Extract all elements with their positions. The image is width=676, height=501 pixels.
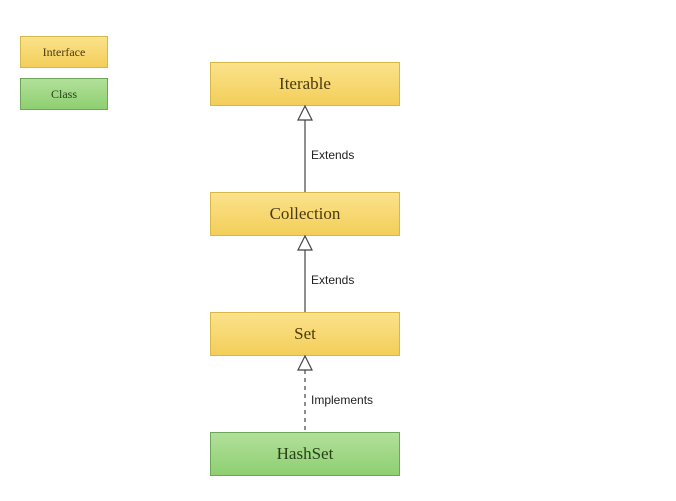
- node-hashset: HashSet: [210, 432, 400, 476]
- node-collection: Collection: [210, 192, 400, 236]
- legend-class: Class: [20, 78, 108, 110]
- edge-label-collection-iterable: Extends: [311, 148, 354, 162]
- edge-label-hashset-set: Implements: [311, 393, 373, 407]
- node-label-collection: Collection: [270, 204, 341, 224]
- node-label-set: Set: [294, 324, 316, 344]
- node-label-hashset: HashSet: [277, 444, 334, 464]
- legend: Interface Class: [20, 36, 108, 120]
- legend-interface-label: Interface: [43, 45, 86, 60]
- node-iterable: Iterable: [210, 62, 400, 106]
- legend-class-label: Class: [51, 87, 77, 102]
- legend-interface: Interface: [20, 36, 108, 68]
- edge-label-set-collection: Extends: [311, 273, 354, 287]
- node-set: Set: [210, 312, 400, 356]
- node-label-iterable: Iterable: [279, 74, 331, 94]
